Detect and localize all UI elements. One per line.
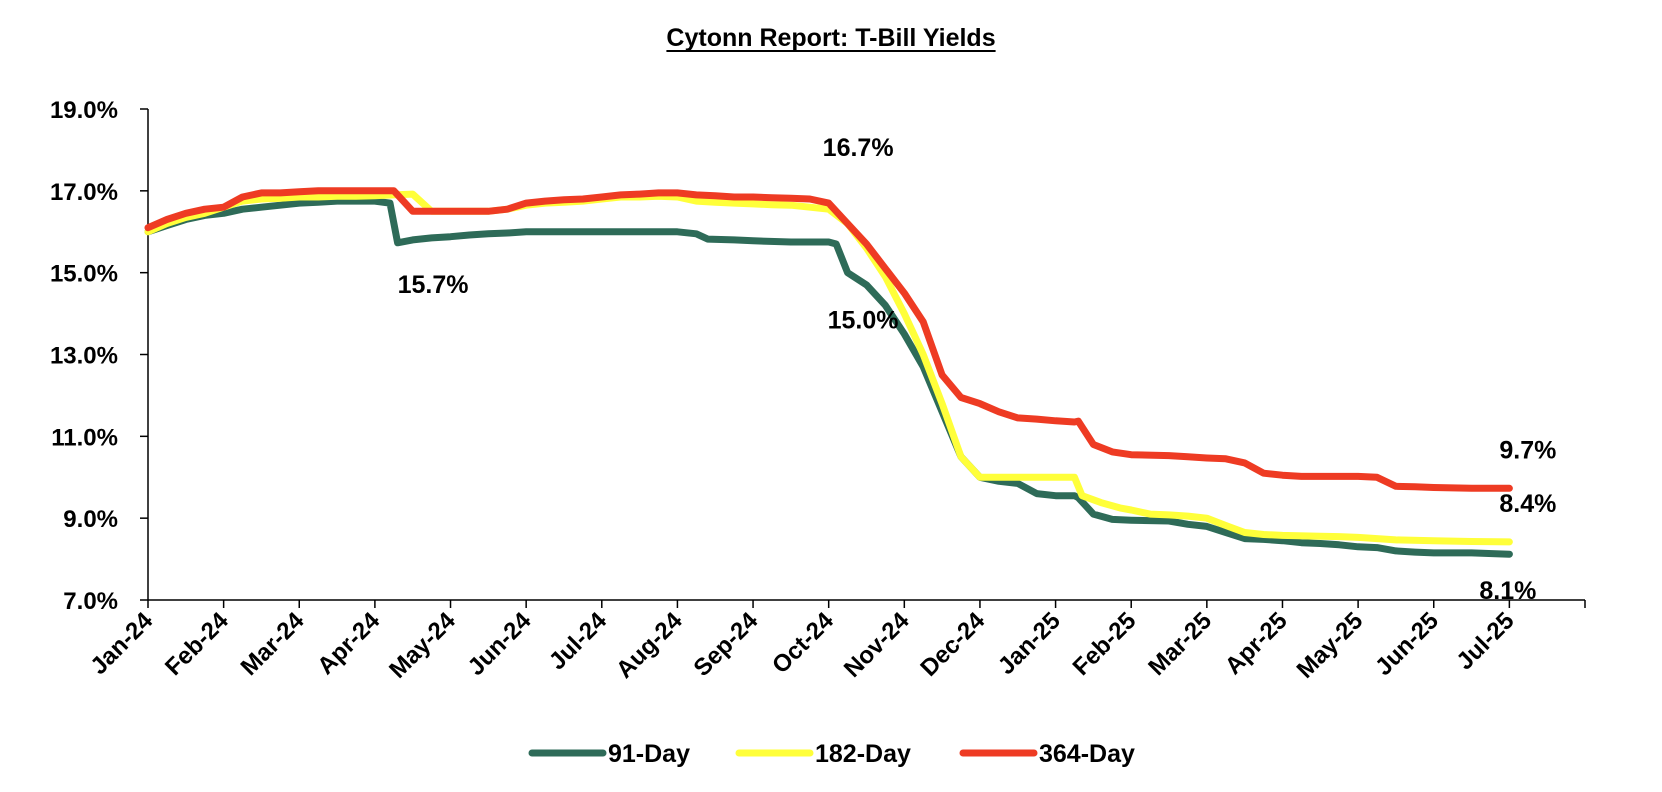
x-tick-label: Sep-24	[689, 607, 764, 682]
y-tick-label: 15.0%	[50, 261, 118, 288]
data-label: 8.4%	[1499, 490, 1556, 518]
x-tick-label: Dec-24	[915, 607, 990, 682]
data-label: 15.7%	[398, 271, 469, 299]
x-tick-label: Nov-24	[839, 607, 915, 683]
series-layer	[144, 187, 1513, 558]
y-tick-label: 9.0%	[63, 506, 118, 533]
x-tick-label: Jan-25	[993, 607, 1066, 680]
y-tick-label: 19.0%	[50, 97, 118, 124]
series-line-364-day	[144, 187, 1513, 492]
x-tick-label: May-25	[1292, 607, 1369, 684]
annotation-layer: 16.7% 15.7% 15.0% 9.7% 8.4% 8.1%	[398, 134, 1557, 605]
chart-title: Cytonn Report: T-Bill Yields	[666, 24, 995, 52]
x-tick-label: Mar-24	[236, 607, 310, 681]
y-tick-label: 17.0%	[50, 179, 118, 206]
data-label: 8.1%	[1479, 577, 1536, 605]
x-tick-label: Jun-24	[463, 607, 537, 681]
chart-axes: 7.0%9.0%11.0%13.0%15.0%17.0%19.0%Jan-24 F…	[50, 97, 1586, 684]
x-tick-label: Feb-25	[1068, 607, 1142, 681]
x-tick-label: Mar-25	[1143, 607, 1217, 681]
x-tick-label: Jun-25	[1370, 607, 1444, 681]
x-tick-label: Apr-24	[312, 607, 385, 680]
x-tick-label: Feb-24	[160, 607, 234, 681]
y-tick-label: 7.0%	[63, 588, 118, 615]
x-tick-label: Apr-25	[1220, 607, 1293, 680]
x-tick-label: Jul-25	[1451, 607, 1519, 675]
x-tick-label: May-24	[384, 607, 461, 684]
data-label: 16.7%	[823, 134, 894, 162]
series-line-182-day	[144, 190, 1513, 546]
y-tick-label: 13.0%	[50, 343, 118, 370]
x-tick-label: Jul-24	[544, 607, 613, 676]
x-tick-label: Oct-24	[767, 607, 839, 679]
legend-label: 91-Day	[608, 740, 690, 768]
y-tick-label: 11.0%	[51, 424, 118, 451]
data-label: 9.7%	[1499, 436, 1556, 464]
chart-legend: 91-Day 182-Day 364-Day	[528, 740, 1135, 768]
legend-label: 364-Day	[1039, 740, 1135, 768]
legend-label: 182-Day	[815, 740, 911, 768]
data-label: 15.0%	[828, 307, 899, 335]
chart-title-group: Cytonn Report: T-Bill Yields	[666, 24, 996, 52]
series-line-91-day	[144, 197, 1513, 558]
x-tick-label: Jan-24	[85, 607, 158, 680]
x-tick-label: Aug-24	[611, 607, 688, 684]
